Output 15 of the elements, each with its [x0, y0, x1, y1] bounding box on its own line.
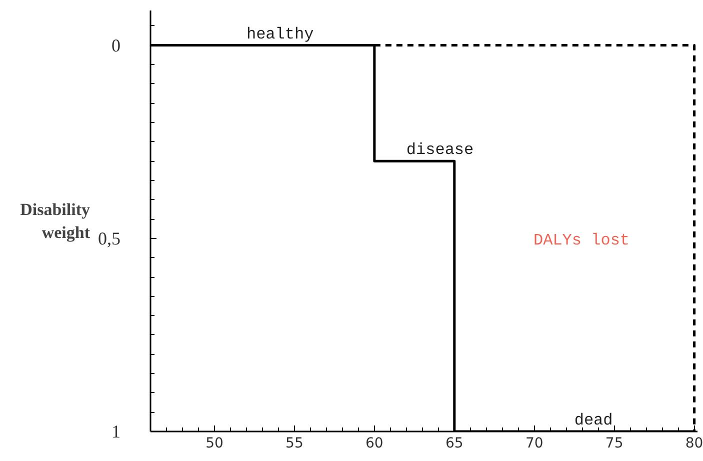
y-tick-label: 1: [112, 422, 120, 442]
x-tick-label: 65: [445, 436, 464, 452]
x-tick-label: 55: [286, 436, 304, 452]
y-tick-label: 0,5: [98, 228, 120, 248]
annotation: DALYs lost: [534, 232, 630, 250]
annotation: healthy: [246, 25, 314, 44]
x-tick-label: 50: [206, 436, 224, 452]
annotation: dead: [574, 412, 613, 430]
y-tick-label: 0: [112, 35, 120, 56]
x-tick-label: 70: [525, 436, 544, 452]
y-axis-title: Disability weight: [20, 200, 90, 242]
x-tick-label: 80: [685, 436, 703, 452]
annotation: disease: [406, 141, 474, 160]
x-tick-label: 75: [605, 436, 624, 452]
x-tick-label: 60: [366, 436, 384, 452]
